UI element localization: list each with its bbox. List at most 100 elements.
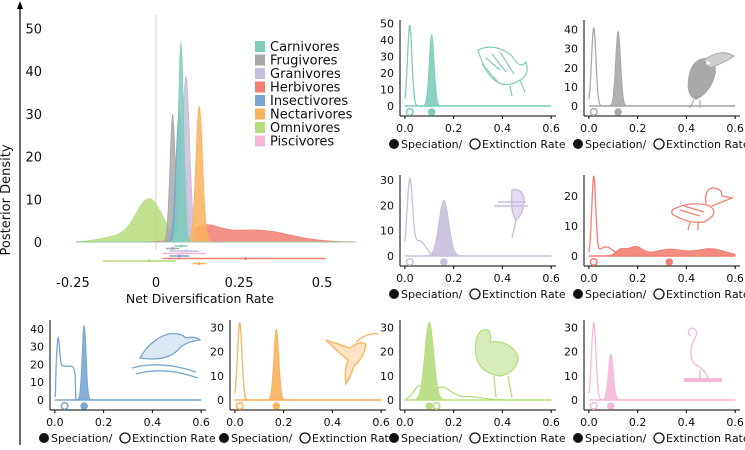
herbivores-xtick-label: 0.6 <box>726 272 744 285</box>
nectarivores-extinction-density <box>234 322 382 401</box>
herbivores-ytick-label: 20 <box>564 190 578 203</box>
kingfisher-illustration <box>131 332 202 379</box>
panel-carnivores: 0 10 20 30 40 50 0.0 0.2 0.4 0.6 Speciation/Extinc… <box>380 17 566 151</box>
frugivores-ytick-label: 30 <box>564 43 578 56</box>
nectarivores-extinction-mean <box>235 401 244 411</box>
nectarivores-legend-extinction-marker <box>299 432 311 444</box>
interval-mean-granivores <box>184 249 188 253</box>
legend-swatch-piscivores <box>255 135 265 147</box>
carnivores-legend-extinction-marker <box>469 138 481 150</box>
legend-swatch-nectarivores <box>255 108 265 120</box>
legend-label-granivores: Granivores <box>270 67 341 82</box>
carnivores-extinction-density <box>404 24 552 107</box>
granivores-xtick-label: 0.2 <box>445 272 463 285</box>
eagle-illustration <box>477 46 528 97</box>
piscivores-extinction-density <box>588 322 736 401</box>
herbivores-extinction-density <box>588 175 736 257</box>
insectivores-legend-speciation-label: Speciation/ <box>51 432 113 445</box>
insectivores-xtick-label: 0.4 <box>144 416 162 429</box>
herbivores-legend-extinction-label: Extinction Rate <box>666 288 745 301</box>
interval-mean-frugivores <box>171 247 175 250</box>
main-ytick-label: 50 <box>25 23 42 38</box>
omnivores-xtick-label: 0.0 <box>396 416 414 429</box>
carnivores-xtick-label: 0.0 <box>396 122 414 135</box>
insectivores-extinction-density <box>54 335 202 401</box>
insectivores-speciation-mean <box>80 402 88 410</box>
legend-label-carnivores: Carnivores <box>270 40 340 55</box>
main-xtick-label: -0.25 <box>56 276 90 291</box>
piscivores-ytick-label: 30 <box>564 321 578 334</box>
main-intervals <box>102 244 326 265</box>
main-ytick-label: 0 <box>34 236 42 251</box>
omnivores-legend-speciation-label: Speciation/ <box>401 432 463 445</box>
piscivores-legend-extinction-marker <box>653 432 665 444</box>
parrot-illustration <box>494 188 528 239</box>
piscivores-xtick-label: 0.4 <box>678 416 696 429</box>
insectivores-legend-extinction-marker <box>119 432 131 444</box>
legend-label-piscivores: Piscivores <box>270 135 334 150</box>
piscivores-speciation-mean <box>607 402 615 410</box>
main-ytick-label: 20 <box>25 151 42 166</box>
granivores-ytick-label: 10 <box>380 225 394 238</box>
granivores-legend-extinction-label: Extinction Rate <box>482 288 566 301</box>
legend-label-omnivores: Omnivores <box>270 121 340 136</box>
nectarivores-legend-speciation-marker <box>219 433 229 443</box>
frugivores-ytick-label: 40 <box>564 24 578 37</box>
herbivores-ytick-label: 10 <box>564 220 578 233</box>
omnivores-xtick-label: 0.2 <box>445 416 463 429</box>
panel-granivores: 0 10 20 30 0.0 0.2 0.4 0.6 Speciation/Extinction… <box>380 174 566 301</box>
frugivores-legend-speciation-label: Speciation/ <box>585 138 647 151</box>
nectarivores-legend-speciation-label: Speciation/ <box>231 432 293 445</box>
panel-herbivores: 0 10 20 0.0 0.2 0.4 0.6 Speciation/Extinction R… <box>564 175 745 301</box>
insectivores-extinction-mean <box>60 401 69 411</box>
nectarivores-ytick-label: 10 <box>210 370 224 383</box>
panel-insectivores: 0 10 20 30 40 0.0 0.2 0.4 0.6 Speciation/Extincti… <box>30 320 216 445</box>
frugivores-legend-extinction-label: Extinction Rate <box>666 138 745 151</box>
carnivores-xtick-label: 0.6 <box>542 122 560 135</box>
nectarivores-xtick-label: 0.2 <box>275 416 293 429</box>
omnivores-ytick-label: 20 <box>380 346 394 359</box>
piscivores-legend-extinction-label: Extinction Rate <box>666 432 745 445</box>
nectarivores-speciation-mean <box>272 402 281 410</box>
emu-illustration <box>474 329 519 399</box>
omnivores-ytick-label: 10 <box>380 370 394 383</box>
frugivores-ytick-label: 10 <box>564 81 578 94</box>
herbivores-xtick-label: 0.2 <box>629 272 647 285</box>
omnivores-extinction-density <box>404 384 552 401</box>
nectarivores-ytick-label: 20 <box>210 346 224 359</box>
frugivores-xtick-label: 0.2 <box>629 122 647 135</box>
omnivores-ytick-label: 0 <box>387 394 394 407</box>
carnivores-ytick-label: 0 <box>387 100 394 113</box>
interval-mean-piscivores <box>181 252 185 255</box>
frugivores-legend-speciation-marker <box>573 139 583 149</box>
piscivores-legend-speciation-marker <box>573 433 583 443</box>
carnivores-ytick-label: 30 <box>380 50 394 63</box>
panel-omnivores: 0 10 20 30 0.0 0.2 0.4 0.6 Speciation/Extinction… <box>380 320 566 445</box>
herbivores-xtick-label: 0.0 <box>580 272 598 285</box>
nectarivores-ytick-label: 30 <box>210 321 224 334</box>
legend-swatch-herbivores <box>255 81 265 93</box>
omnivores-speciation-mean <box>425 402 434 410</box>
figure-y-axis-arrow <box>17 1 23 9</box>
insectivores-ytick-label: 20 <box>30 358 44 371</box>
main-xtick-label: 0.5 <box>312 276 333 291</box>
piscivores-ytick-label: 20 <box>564 346 578 359</box>
frugivores-xtick-label: 0.0 <box>580 122 598 135</box>
main-curves <box>75 41 356 243</box>
granivores-xtick-label: 0.6 <box>542 272 560 285</box>
omnivores-legend-extinction-marker <box>469 432 481 444</box>
insectivores-legend-speciation-marker <box>39 433 49 443</box>
piscivores-extinction-mean <box>589 401 598 411</box>
granivores-ytick-label: 0 <box>387 250 394 263</box>
granivores-ytick-label: 20 <box>380 199 394 212</box>
main-legend: CarnivoresFrugivoresGranivoresHerbivores… <box>255 40 353 150</box>
granivores-legend-speciation-marker <box>389 289 399 299</box>
frugivores-ytick-label: 20 <box>564 62 578 75</box>
panel-piscivores: 0 10 20 30 0.0 0.2 0.4 0.6 Speciation/Extinction… <box>564 320 745 445</box>
insectivores-xtick-label: 0.0 <box>46 416 64 429</box>
toucan-illustration <box>687 52 735 109</box>
legend-swatch-omnivores <box>255 122 265 133</box>
piscivores-xtick-label: 0.6 <box>726 416 744 429</box>
interval-mean-carnivores <box>179 244 183 248</box>
